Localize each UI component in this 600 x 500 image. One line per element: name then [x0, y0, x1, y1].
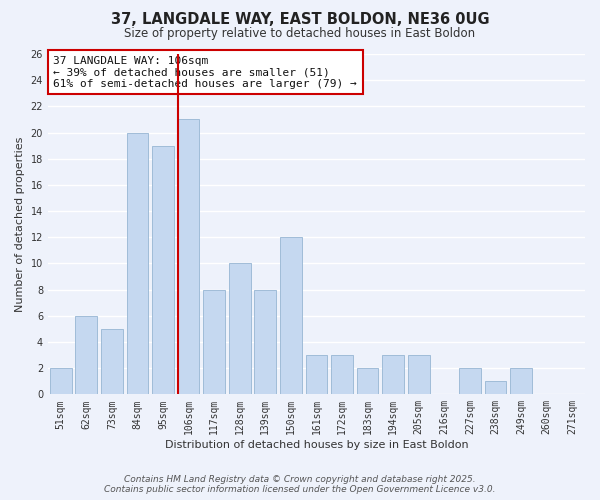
Bar	[280, 238, 302, 394]
Text: Contains HM Land Registry data © Crown copyright and database right 2025.
Contai: Contains HM Land Registry data © Crown c…	[104, 474, 496, 494]
Bar	[382, 355, 404, 395]
X-axis label: Distribution of detached houses by size in East Boldon: Distribution of detached houses by size …	[164, 440, 468, 450]
Text: 37, LANGDALE WAY, EAST BOLDON, NE36 0UG: 37, LANGDALE WAY, EAST BOLDON, NE36 0UG	[110, 12, 490, 28]
Text: Size of property relative to detached houses in East Boldon: Size of property relative to detached ho…	[124, 28, 476, 40]
Bar	[229, 264, 251, 394]
Bar	[152, 146, 174, 394]
Bar	[178, 120, 199, 394]
Bar	[254, 290, 276, 395]
Bar	[408, 355, 430, 395]
Bar	[203, 290, 225, 395]
Text: 37 LANGDALE WAY: 106sqm
← 39% of detached houses are smaller (51)
61% of semi-de: 37 LANGDALE WAY: 106sqm ← 39% of detache…	[53, 56, 357, 89]
Bar	[76, 316, 97, 394]
Bar	[127, 132, 148, 394]
Bar	[485, 381, 506, 394]
Bar	[510, 368, 532, 394]
Bar	[101, 329, 123, 394]
Y-axis label: Number of detached properties: Number of detached properties	[15, 136, 25, 312]
Bar	[50, 368, 71, 394]
Bar	[459, 368, 481, 394]
Bar	[357, 368, 379, 394]
Bar	[331, 355, 353, 395]
Bar	[305, 355, 328, 395]
